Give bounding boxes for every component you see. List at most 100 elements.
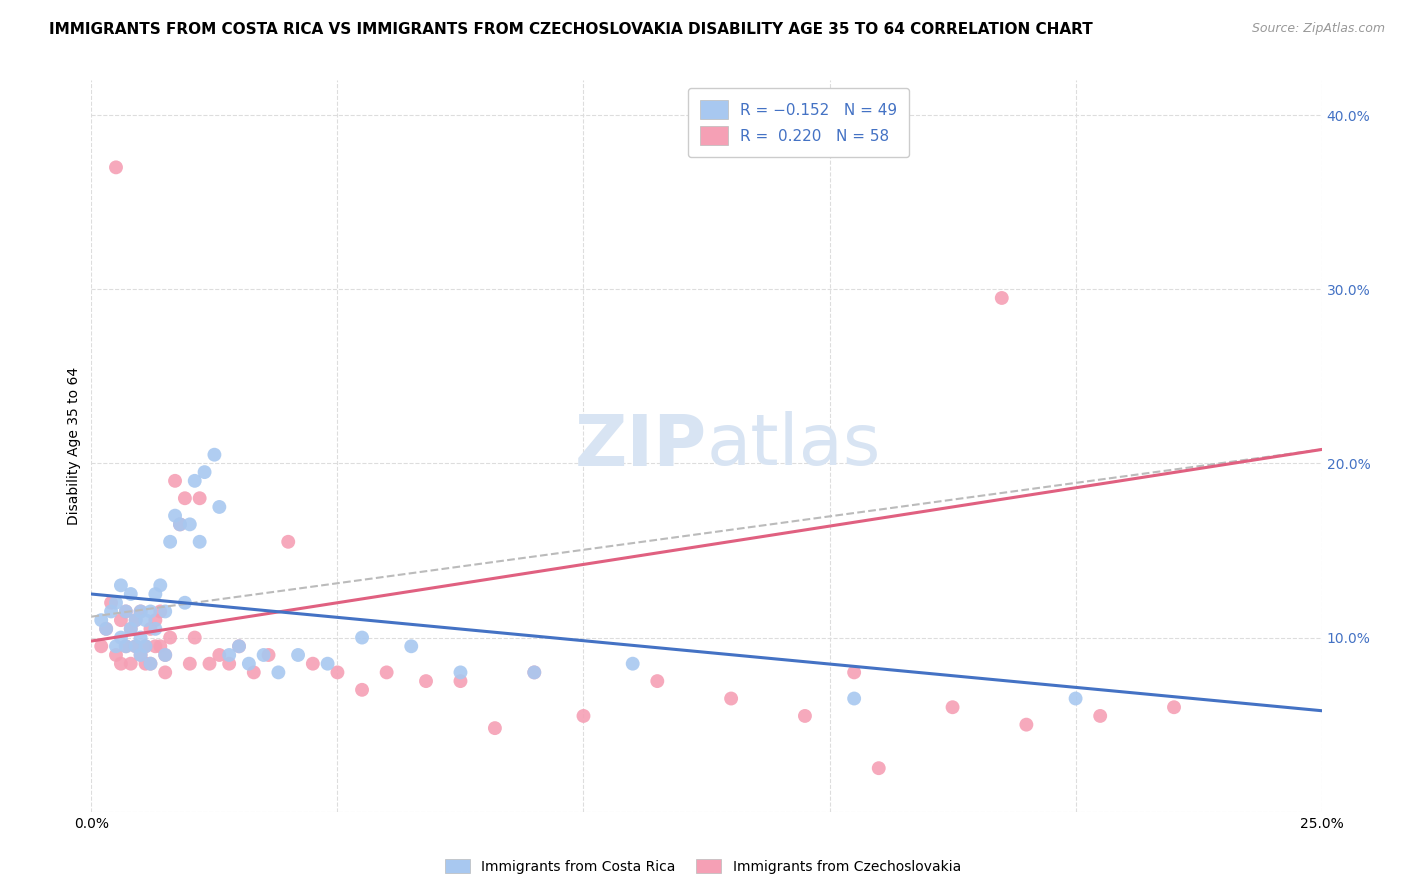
Point (169, 517, 191, 532)
Point (139, 657, 162, 671)
Point (198, 657, 221, 671)
Point (179, 657, 201, 671)
Point (145, 622, 166, 636)
Point (163, 474, 186, 488)
Point (90, 613, 112, 627)
Point (193, 465, 217, 479)
Point (399, 640, 422, 654)
Point (124, 640, 146, 654)
Point (135, 640, 156, 654)
Point (174, 491, 197, 506)
Point (449, 674, 471, 689)
Point (842, 691, 865, 706)
Point (228, 640, 250, 654)
Point (287, 648, 309, 662)
Point (523, 665, 546, 680)
Point (868, 761, 890, 775)
Point (990, 291, 1012, 305)
Point (110, 631, 132, 645)
Text: IMMIGRANTS FROM COSTA RICA VS IMMIGRANTS FROM CZECHOSLOVAKIA DISABILITY AGE 35 T: IMMIGRANTS FROM COSTA RICA VS IMMIGRANTS… (49, 22, 1092, 37)
Point (228, 640, 250, 654)
Point (135, 640, 156, 654)
Point (352, 631, 374, 645)
Point (277, 534, 299, 549)
Point (523, 665, 546, 680)
Legend: Immigrants from Costa Rica, Immigrants from Czechoslovakia: Immigrants from Costa Rica, Immigrants f… (439, 852, 967, 880)
Point (90, 640, 112, 654)
Point (1015, 717, 1038, 731)
Text: ZIP: ZIP (574, 411, 706, 481)
Point (238, 657, 260, 671)
Point (159, 631, 181, 645)
Point (208, 648, 231, 662)
Point (1088, 709, 1111, 723)
Point (105, 161, 127, 175)
Point (1064, 691, 1087, 706)
Point (135, 613, 156, 627)
Point (253, 648, 276, 662)
Point (105, 648, 127, 662)
Point (129, 604, 152, 618)
Point (572, 709, 595, 723)
Point (149, 604, 172, 618)
Y-axis label: Disability Age 35 to 64: Disability Age 35 to 64 (67, 367, 82, 525)
Point (96, 622, 117, 636)
Point (153, 665, 177, 680)
Point (124, 613, 146, 627)
Point (100, 604, 122, 618)
Point (110, 613, 132, 627)
Point (110, 657, 132, 671)
Point (139, 604, 162, 618)
Point (120, 622, 142, 636)
Point (129, 631, 152, 645)
Point (129, 648, 152, 662)
Point (145, 613, 166, 627)
Point (105, 640, 127, 654)
Point (100, 596, 122, 610)
Point (169, 517, 191, 532)
Point (242, 665, 264, 680)
Point (257, 648, 280, 662)
Point (301, 657, 323, 671)
Text: atlas: atlas (706, 411, 882, 481)
Point (720, 691, 742, 706)
Point (120, 587, 142, 601)
Point (105, 596, 127, 610)
Point (114, 640, 138, 654)
Point (793, 709, 815, 723)
Point (375, 665, 398, 680)
Point (135, 657, 156, 671)
Point (218, 657, 240, 671)
Point (645, 674, 669, 689)
Point (145, 640, 166, 654)
Point (941, 700, 963, 714)
Point (415, 674, 437, 689)
Point (1163, 700, 1185, 714)
Point (110, 578, 132, 592)
Point (174, 596, 197, 610)
Point (153, 604, 177, 618)
Point (120, 657, 142, 671)
Point (183, 474, 207, 488)
Point (179, 517, 201, 532)
Point (352, 682, 374, 697)
Point (129, 604, 152, 618)
Point (149, 640, 172, 654)
Point (114, 640, 138, 654)
Point (188, 534, 211, 549)
Point (139, 657, 162, 671)
Point (188, 491, 211, 506)
Point (153, 648, 177, 662)
Point (145, 587, 166, 601)
Point (621, 657, 644, 671)
Point (124, 640, 146, 654)
Point (183, 631, 207, 645)
Point (316, 657, 339, 671)
Point (842, 665, 865, 680)
Point (159, 534, 181, 549)
Point (129, 648, 152, 662)
Point (484, 721, 506, 735)
Point (326, 665, 349, 680)
Text: Source: ZipAtlas.com: Source: ZipAtlas.com (1251, 22, 1385, 36)
Point (163, 508, 186, 523)
